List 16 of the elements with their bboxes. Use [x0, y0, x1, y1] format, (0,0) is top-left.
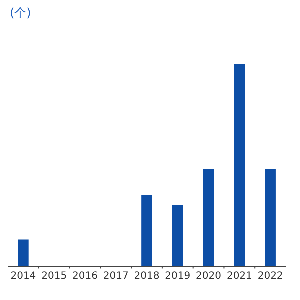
y-axis-title: (个) — [10, 6, 32, 20]
x-tick-label: 2015 — [42, 271, 68, 282]
bar — [203, 169, 214, 266]
bar — [18, 240, 29, 266]
x-tick-label: 2019 — [165, 271, 191, 282]
x-tick-label: 2021 — [226, 271, 252, 282]
x-tick-label: 2014 — [10, 271, 36, 282]
x-tick-label: 2018 — [134, 271, 160, 282]
x-tick-label: 2016 — [72, 271, 98, 282]
bar — [265, 169, 276, 266]
x-tick-label: 2017 — [103, 271, 129, 282]
bar — [234, 64, 246, 266]
x-tick-label: 2022 — [258, 271, 284, 282]
bar — [142, 195, 152, 266]
bar — [172, 205, 184, 266]
x-tick-label: 2020 — [196, 271, 222, 282]
